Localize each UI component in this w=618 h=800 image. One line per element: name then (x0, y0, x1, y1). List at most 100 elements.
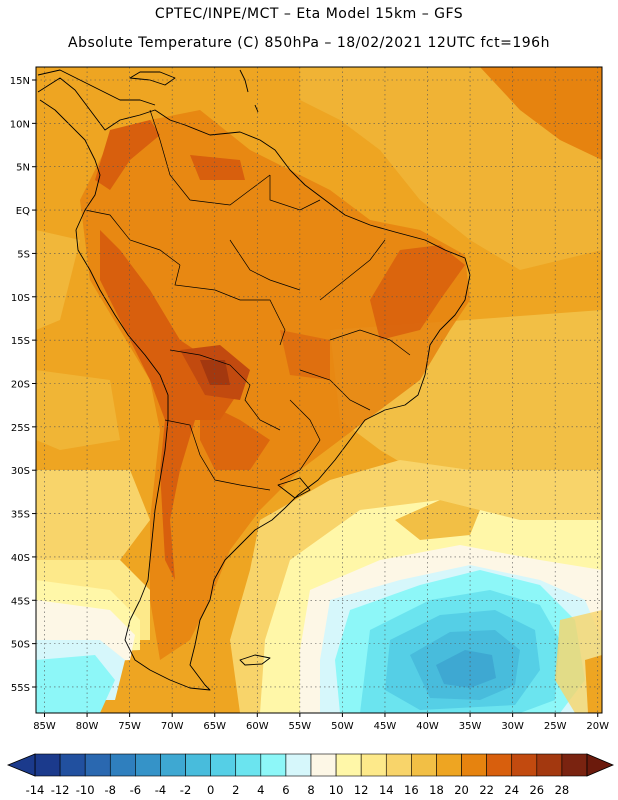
lon-label: 80W (76, 721, 99, 732)
south-america-coast (37, 77, 471, 691)
field-central-brazil (280, 330, 330, 380)
field-argentina-north (200, 400, 270, 470)
field-pacific-streak-2 (36, 370, 120, 450)
field-warm-ne-atlantic (480, 67, 602, 160)
colorbar-swatches (34, 753, 588, 777)
colorbar-label: -6 (130, 783, 141, 797)
colorbar-swatch (436, 753, 462, 777)
lon-label: 60W (246, 721, 269, 732)
colorbar-label: -4 (155, 783, 166, 797)
temperature-map: 15N 10N 5N EQ 5S 10S 15S 20S 25S 30S 35S 40S 45S 50S 5… (10, 66, 609, 732)
lon-label: 20W (586, 721, 609, 732)
colorbar-swatch (536, 753, 563, 777)
field-continent (80, 110, 470, 660)
border-brazil-states-2 (329, 329, 411, 356)
colorbar-swatch (135, 753, 161, 777)
lon-label: 25W (544, 721, 567, 732)
lon-label: 70W (161, 721, 184, 732)
lon-label: 30W (501, 721, 524, 732)
colorbar-swatch (486, 753, 513, 777)
colorbar-label: 24 (504, 783, 519, 797)
map-frame (35, 66, 603, 714)
colorbar-label: 12 (354, 783, 369, 797)
field-pacific-mid (36, 470, 150, 575)
colorbar-swatch (360, 753, 387, 777)
border-ecuador-peru (84, 209, 181, 266)
lon-label: 40W (416, 721, 439, 732)
colorbar-label: -14 (26, 783, 45, 797)
colorbar-label: 8 (307, 783, 314, 797)
colorbar-label: 6 (282, 783, 289, 797)
colorbar-swatch (160, 753, 186, 777)
country-borders (84, 109, 411, 491)
lon-labels: 85W 80W 75W 70W 65W 60W 55W 50W 45W 40W 35W 30W 25W 2… (33, 713, 609, 732)
lon-label: 75W (118, 721, 141, 732)
lat-label: 15S (11, 336, 30, 347)
field-cold-pacific-2 (36, 655, 115, 713)
border-brazil-states-1 (319, 239, 386, 301)
colorbar-swatch (385, 753, 412, 777)
field-north-andes (95, 120, 160, 190)
colorbar-swatch (561, 753, 588, 777)
field-cold-core (436, 650, 496, 688)
colorbar: -14 -12 -10 -8 -6 -4 -2 0 2 4 6 8 10 12 14 16 18 20 22 24 26… (6, 753, 615, 797)
colorbar-swatch (335, 753, 362, 777)
colorbar-swatch (511, 753, 538, 777)
rio-de-la-plata (277, 477, 311, 499)
lat-label: 10N (10, 119, 30, 130)
field-venezuela (190, 155, 245, 180)
lon-label: 85W (33, 721, 56, 732)
falkland-islands (239, 654, 271, 666)
colorbar-swatch (34, 753, 61, 777)
coastlines (37, 69, 471, 691)
colorbar-label: 14 (379, 783, 394, 797)
title-line-2: Absolute Temperature (C) 850hPa – 18/02/… (68, 35, 550, 51)
lat-label: 20S (11, 379, 30, 390)
colorbar-label: 2 (232, 783, 239, 797)
colorbar-label: 10 (329, 783, 344, 797)
colorbar-labels: -14 -12 -10 -8 -6 -4 -2 0 2 4 6 8 10 12 14 16 18 20 22 24 26… (26, 783, 570, 797)
colorbar-swatch (461, 753, 487, 777)
lon-label: 50W (331, 721, 354, 732)
border-brazil-states-4 (229, 239, 301, 291)
border-bolivia-paraguay (169, 349, 281, 431)
lat-label: 55S (11, 683, 30, 694)
lat-label: 15N (10, 76, 30, 87)
field-ne-brazil (370, 245, 465, 340)
colorbar-swatch (210, 753, 237, 777)
field-chaco-core (200, 360, 230, 385)
colorbar-label: -10 (76, 783, 95, 797)
lat-label: 5N (16, 163, 30, 174)
lon-label: 45W (374, 721, 397, 732)
lat-label: 30S (11, 466, 30, 477)
border-peru-bolivia-brazil (174, 264, 286, 346)
border-chile-argentina (164, 419, 271, 491)
colorbar-swatch (185, 753, 211, 777)
lat-label: 35S (11, 510, 30, 521)
border-brazil-states-3 (299, 369, 371, 411)
colorbar-swatch (84, 753, 111, 777)
colorbar-label: -12 (51, 783, 70, 797)
field-north-atlantic (300, 67, 602, 270)
colorbar-label: 26 (529, 783, 544, 797)
lat-label: 45S (11, 596, 30, 607)
colorbar-swatch (310, 753, 337, 777)
lon-label: 55W (289, 721, 312, 732)
lat-label: 50S (11, 640, 30, 651)
colorbar-label: -2 (180, 783, 191, 797)
colorbar-swatch (411, 753, 437, 777)
field-atlantic-warm-blob (395, 500, 480, 540)
field-pacific-streak (36, 230, 80, 330)
colorbar-label: 18 (429, 783, 444, 797)
lat-label: 5S (17, 249, 30, 260)
colorbar-swatch (235, 753, 262, 777)
lon-label: 65W (203, 721, 226, 732)
colorbar-label: 16 (404, 783, 419, 797)
colorbar-swatch (109, 753, 136, 777)
colorbar-label: 22 (479, 783, 494, 797)
field-east-edge-warm (585, 655, 602, 713)
title-line-1: CPTEC/INPE/MCT – Eta Model 15km – GFS (154, 6, 464, 22)
colorbar-label: -8 (105, 783, 116, 797)
border-colombia-venezuela (149, 109, 271, 206)
colorbar-swatch (260, 753, 287, 777)
